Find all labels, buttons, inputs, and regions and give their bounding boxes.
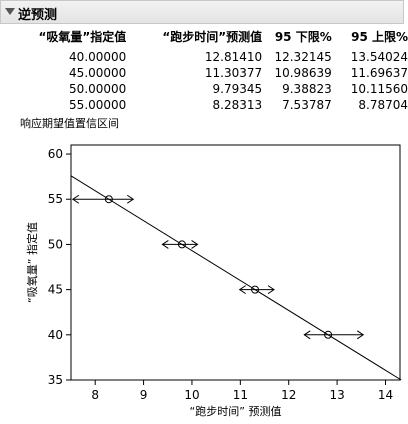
y-tick-label: 45 [48, 283, 63, 297]
table-cell: 10.11560 [350, 82, 408, 96]
interval-lower-arrow [238, 285, 246, 295]
interval-upper-arrow [126, 194, 135, 204]
table-cell: 12.81410 [204, 50, 263, 64]
table-cell: 11.30377 [204, 66, 263, 80]
y-tick-label: 40 [48, 328, 63, 342]
table-cell: 50.00000 [69, 82, 127, 96]
x-tick-label: 8 [91, 388, 99, 402]
disclosure-triangle-icon[interactable] [5, 8, 15, 15]
table-cell: 13.54024 [350, 50, 408, 64]
x-tick-label: 10 [184, 388, 199, 402]
table-row: 55.00000 8.28313 7.53787 8.78704 [30, 97, 408, 113]
table-row: 40.00000 12.81410 12.32145 13.54024 [30, 49, 408, 65]
y-tick-label: 55 [48, 192, 63, 206]
fit-line [70, 175, 402, 381]
outline-title: 逆预测 [18, 8, 58, 23]
interval-lower-arrow [303, 330, 311, 340]
y-tick-label: 60 [48, 147, 63, 161]
column-header: 95 上限% [351, 30, 408, 44]
table-row: 45.00000 11.30377 10.98639 11.69637 [30, 65, 408, 81]
y-tick-label: 50 [48, 237, 63, 251]
table-header-row: “吸氧量”指定值 “跑步时间”预测值 95 下限% 95 上限% [30, 28, 408, 49]
table-cell: 9.79345 [212, 82, 263, 96]
x-tick-label: 12 [281, 388, 296, 402]
interval-upper-arrow [191, 240, 199, 249]
column-header: “吸氧量”指定值 [38, 30, 127, 44]
x-tick-label: 9 [140, 388, 148, 402]
plot-frame [70, 144, 401, 381]
table-cell: 55.00000 [69, 98, 127, 112]
x-tick-label: 14 [378, 388, 393, 402]
x-tick-label: 11 [233, 388, 248, 402]
data-point [251, 285, 260, 294]
table-cell: 8.28313 [212, 98, 263, 112]
interval-upper-arrow [267, 285, 275, 295]
table-cell: 11.69637 [350, 66, 408, 80]
interval-upper-arrow [356, 330, 365, 340]
inverse-prediction-table: “吸氧量”指定值 “跑步时间”预测值 95 下限% 95 上限% 40.0000… [30, 28, 408, 113]
table-cell: 7.53787 [282, 98, 332, 112]
data-point [324, 330, 333, 339]
table-cell: 10.98639 [274, 66, 332, 80]
interval-lower-arrow [71, 194, 80, 204]
interval-lower-arrow [161, 240, 169, 249]
table-cell: 12.32145 [274, 50, 332, 64]
table-cell: 9.38823 [282, 82, 332, 96]
table-cell: 45.00000 [69, 66, 127, 80]
column-header: 95 下限% [274, 30, 332, 44]
table-row: 50.00000 9.79345 9.38823 10.11560 [30, 81, 408, 97]
x-axis-title: “跑步时间” 预测值 [190, 404, 282, 418]
table-cell: 40.00000 [69, 50, 127, 64]
outline-header[interactable]: 逆预测 [0, 0, 404, 24]
data-point [177, 240, 186, 249]
x-tick-label: 13 [329, 388, 344, 402]
y-axis-title: “吸氧量” 指定值 [25, 222, 39, 303]
table-cell: 8.78704 [358, 98, 408, 112]
y-tick-label: 35 [48, 373, 63, 387]
data-point [104, 195, 113, 204]
column-header: “跑步时间”预测值 [162, 30, 263, 44]
chart-subtitle: 响应期望值置信区间 [20, 117, 119, 130]
